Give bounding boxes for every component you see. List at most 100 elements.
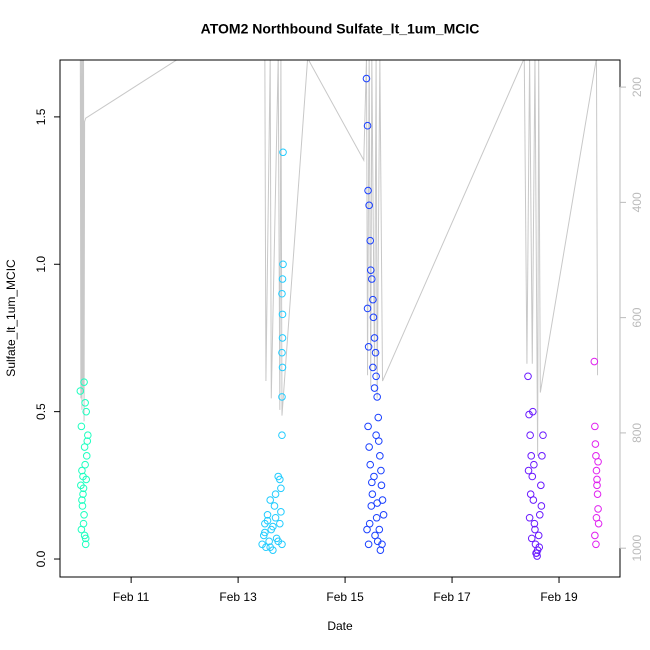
data-point: [80, 511, 88, 519]
y2-tick-label: 1000: [630, 535, 644, 562]
data-point: [79, 484, 88, 493]
data-point: [378, 540, 386, 549]
data-point: [271, 513, 280, 522]
data-point: [80, 378, 88, 386]
data-point: [278, 310, 287, 319]
data-point: [269, 522, 277, 531]
y-tick-label: 1.0: [34, 256, 48, 273]
data-point: [364, 186, 372, 195]
data-point: [526, 490, 535, 498]
data-point: [376, 452, 384, 460]
data-point: [537, 502, 546, 510]
data-point: [84, 431, 92, 440]
data-point: [377, 466, 385, 475]
x-tick-label: Feb 11: [113, 590, 150, 604]
data-point: [82, 475, 91, 484]
data-point: [373, 499, 381, 507]
data-point: [365, 443, 373, 451]
data-point: [81, 460, 89, 469]
y-tick-label: 0.0: [34, 550, 48, 567]
data-point: [524, 372, 532, 381]
data-point: [368, 275, 376, 283]
data-point: [82, 452, 91, 460]
data-point: [529, 407, 537, 416]
chart-title: ATOM2 Northbound Sulfate_lt_1um_MCIC: [201, 21, 480, 37]
data-point: [79, 490, 87, 498]
data-point: [526, 431, 534, 440]
data-point: [366, 266, 375, 274]
data-point: [593, 481, 601, 490]
data-point: [364, 540, 373, 549]
data-point: [528, 472, 537, 481]
data-point: [593, 490, 602, 498]
y2-tick-label: 800: [630, 423, 644, 443]
data-point: [276, 519, 284, 528]
data-point: [363, 121, 372, 130]
y-tick-label: 1.5: [34, 108, 48, 125]
data-point: [278, 275, 287, 283]
y-axis-label: Sulfate_lt_1um_MCIC: [4, 259, 18, 377]
data-point: [366, 236, 375, 245]
data-point: [375, 525, 384, 534]
data-point: [279, 260, 287, 269]
data-point: [78, 502, 87, 510]
data-point: [373, 393, 381, 401]
data-point: [274, 537, 283, 546]
data-point: [592, 540, 600, 549]
data-point: [593, 475, 601, 484]
data-point: [277, 508, 285, 516]
data-point: [278, 334, 287, 342]
data-point: [266, 496, 275, 504]
y2-tick-label: 200: [630, 77, 644, 97]
data-point: [366, 460, 375, 469]
data-point: [277, 484, 285, 493]
altitude-line: [79, 60, 599, 456]
data-point: [368, 478, 376, 487]
data-point: [263, 511, 272, 519]
data-point: [594, 457, 602, 466]
data-point: [370, 334, 379, 342]
data-point: [270, 502, 279, 510]
data-point: [531, 525, 539, 534]
data-point: [372, 513, 381, 522]
data-point: [365, 201, 373, 210]
data-point: [530, 460, 538, 469]
data-point: [594, 505, 602, 513]
data-point: [371, 348, 380, 357]
data-point: [372, 431, 380, 440]
x-tick-label: Feb 15: [326, 590, 364, 604]
x-axis-label: Date: [327, 619, 353, 633]
data-point: [278, 289, 286, 298]
data-point: [525, 513, 534, 522]
data-point: [365, 519, 374, 528]
y2-tick-label: 400: [630, 192, 644, 212]
data-point: [263, 516, 272, 525]
data-point: [368, 490, 377, 498]
data-point: [276, 475, 284, 484]
data-point: [379, 511, 388, 519]
data-point: [78, 466, 86, 475]
data-point: [364, 422, 372, 431]
data-point: [591, 440, 600, 448]
data-point: [535, 543, 544, 552]
x-tick-label: Feb 17: [433, 590, 471, 604]
data-point: [532, 549, 540, 557]
data-point: [592, 513, 601, 522]
x-tick-label: Feb 13: [219, 590, 257, 604]
plot-frame: [59, 59, 621, 578]
y2-tick-label: 600: [630, 307, 644, 327]
data-point: [592, 466, 601, 475]
data-point: [535, 511, 544, 519]
data-point: [524, 466, 533, 475]
data-point: [591, 531, 599, 540]
data-point: [377, 481, 386, 490]
data-point: [538, 452, 546, 460]
data-point: [77, 422, 86, 431]
data-point: [372, 372, 380, 381]
y-tick-label: 0.5: [34, 403, 48, 420]
data-point: [77, 525, 86, 534]
data-point: [80, 443, 89, 451]
data-point: [265, 537, 273, 546]
data-point: [278, 348, 286, 357]
